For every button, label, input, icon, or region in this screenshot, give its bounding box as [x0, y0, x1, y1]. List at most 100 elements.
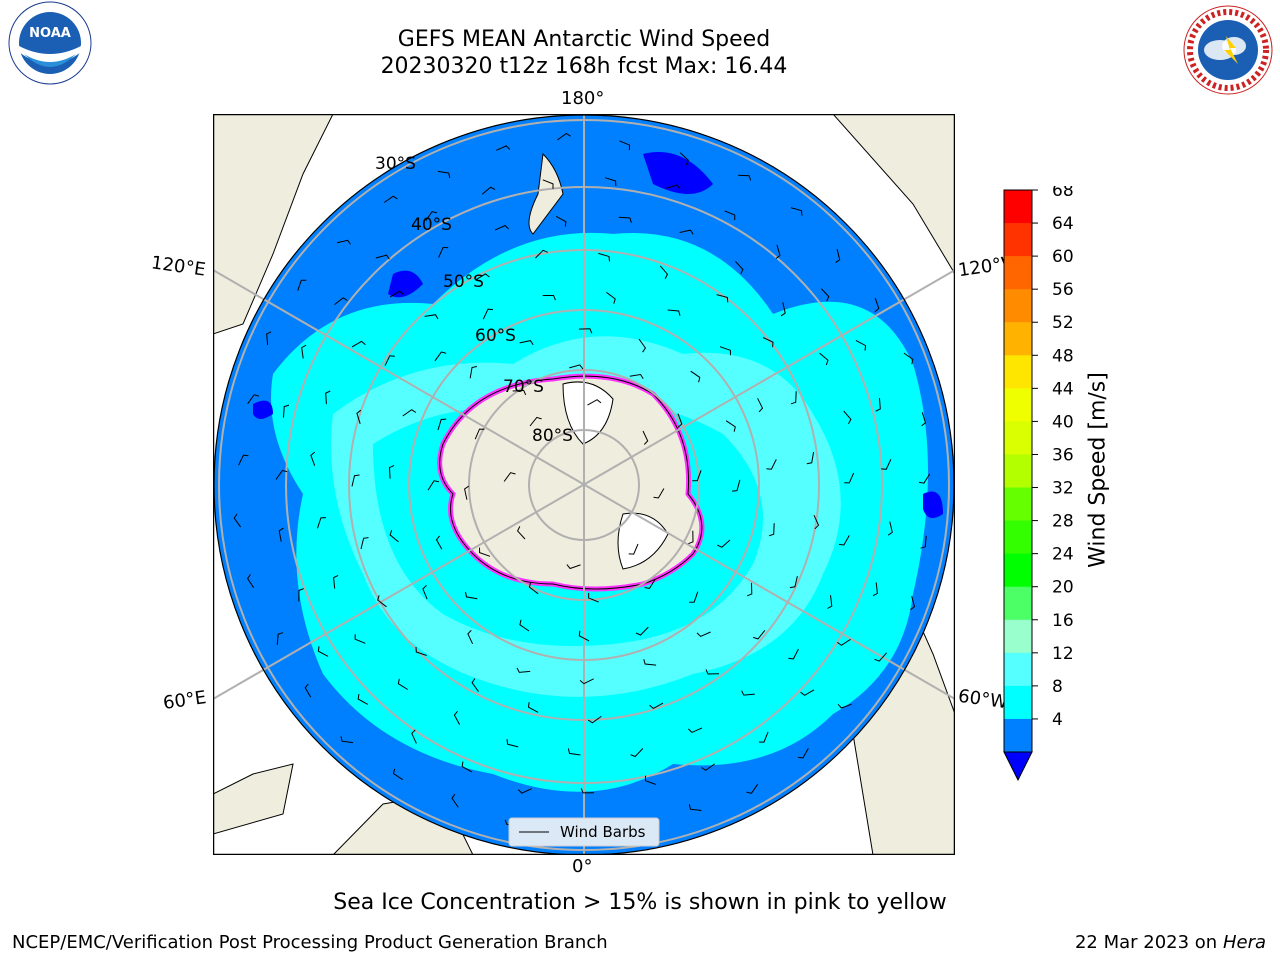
wind-barb: [819, 352, 829, 366]
wind-barb: [881, 459, 892, 470]
colorbar-tick-label: 48: [1052, 346, 1074, 366]
colorbar-tick-label: 16: [1052, 611, 1074, 631]
wind-barb: [519, 619, 530, 632]
wind-barb: [630, 748, 644, 758]
lon-label-180: 180°: [561, 88, 605, 109]
wind-barb: [351, 340, 366, 348]
wind-barb: [469, 366, 477, 379]
wind-barb: [604, 177, 617, 187]
lat-label-60s: 60°S: [475, 326, 516, 346]
wind-barb: [635, 626, 649, 636]
chart-subtitle: 20230320 t12z 168h fcst Max: 16.44: [380, 54, 788, 79]
colorbar-tick-label: 36: [1052, 445, 1074, 465]
wind-barb: [357, 694, 369, 705]
wind-barb: [789, 575, 798, 589]
wind-barb: [659, 265, 669, 279]
wind-barb: [424, 314, 439, 320]
wind-barb: [649, 702, 664, 710]
wind-barb: [806, 451, 815, 465]
wind-barb: [643, 659, 657, 666]
wind-barb: [578, 630, 590, 642]
colorbar-tick-label: 40: [1052, 412, 1074, 432]
colorbar-tick-label: 20: [1052, 578, 1074, 598]
lat-label-30s: 30°S: [375, 154, 416, 174]
wind-barb: [340, 736, 354, 744]
colorbar-swatch: [1004, 355, 1032, 389]
colorbar-tick-label: 60: [1052, 247, 1074, 267]
colorbar-tick-label: 24: [1052, 545, 1074, 565]
colorbar-tick-label: 56: [1052, 280, 1074, 300]
wind-barb: [453, 710, 461, 725]
wind-barb: [481, 186, 496, 195]
wind-barb: [725, 420, 736, 432]
lon-label-0: 0°: [572, 856, 593, 877]
lat-label-80s: 80°S: [532, 426, 573, 446]
wind-barb: [844, 472, 855, 484]
wind-barb: [775, 244, 781, 259]
wind-barb: [587, 715, 602, 724]
wind-barb: [874, 297, 880, 313]
wind-barb: [529, 416, 542, 427]
colorbar-swatch: [1004, 685, 1032, 720]
wind-barb: [389, 529, 399, 543]
wind-barb: [334, 297, 348, 305]
wind-barb: [276, 632, 284, 646]
wind-barb: [527, 702, 539, 713]
wind-barb: [297, 279, 307, 291]
wind-barb: [701, 763, 715, 771]
wind-barb: [384, 355, 395, 366]
wind-barb: [638, 338, 647, 353]
lon-label-120e: 120°E: [149, 252, 207, 281]
wind-barb: [411, 729, 417, 744]
noaa-logo: NOAA: [8, 1, 92, 85]
wind-barb: [402, 409, 417, 417]
wind-barb: [790, 207, 803, 216]
wind-barb: [827, 595, 833, 609]
wind-barb: [758, 731, 769, 743]
wind-barb: [874, 652, 887, 662]
wind-barb: [724, 210, 736, 221]
wind-barb: [820, 288, 830, 302]
wind-barb: [304, 683, 312, 698]
wind-barb: [512, 389, 527, 396]
wind-barb: [427, 480, 439, 491]
colorbar-tick-label: 32: [1052, 479, 1074, 499]
wind-barb: [642, 430, 649, 445]
colorbar: 68 64 60 56 52 48 44 40 36 32 28 24 20 16 12 8 4: [1003, 186, 1074, 782]
colorbar-tick-label: 12: [1052, 644, 1074, 664]
wind-barb: [333, 574, 339, 589]
wind-barb: [278, 527, 284, 542]
wind-barb: [310, 451, 316, 466]
wind-barb: [325, 390, 331, 405]
wind-barb: [238, 454, 249, 466]
wind-barb: [688, 804, 702, 811]
wind-barb: [667, 309, 681, 316]
wind-barb: [910, 595, 916, 611]
colorbar-swatch: [1004, 256, 1032, 290]
wind-barb: [690, 370, 701, 383]
footnote: Sea Ice Concentration > 15% is shown in …: [333, 890, 947, 915]
wind-barb: [797, 748, 809, 759]
wind-barb: [422, 585, 428, 600]
wind-barb: [837, 703, 852, 709]
colorbar-label: Wind Speed [m/s]: [1085, 372, 1111, 568]
wind-barb: [233, 513, 242, 528]
wind-barb: [506, 739, 519, 748]
wind-barb: [837, 638, 851, 646]
wind-barb: [517, 788, 533, 794]
wind-barb: [903, 352, 914, 365]
wind-barb: [438, 246, 449, 258]
colorbar-tick-label: 64: [1052, 214, 1074, 234]
wind-barb: [887, 521, 893, 536]
wind-barb: [496, 145, 511, 151]
wind-barb: [425, 211, 438, 221]
wind-barb: [317, 646, 329, 657]
wind-barb: [800, 689, 815, 696]
wind-barb: [479, 547, 491, 557]
wind-barb: [587, 399, 602, 406]
wind-barb: [298, 588, 304, 602]
wind-barb: [766, 459, 777, 470]
wind-barb: [629, 373, 644, 380]
wind-barb: [435, 535, 443, 550]
wind-barb: [790, 391, 797, 405]
